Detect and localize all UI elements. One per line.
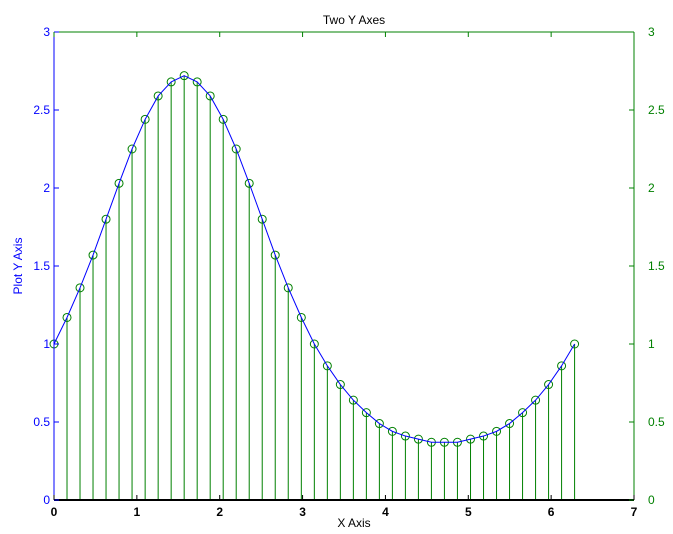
stem-marker: [114, 178, 124, 188]
stem-marker: [75, 283, 85, 293]
left-y-tick-label: 3: [43, 25, 50, 39]
left-y-tick-label: 0.5: [33, 415, 50, 429]
line-series-layer: [53, 75, 576, 443]
stem-marker: [62, 312, 72, 322]
left-y-tick-label: 1.5: [33, 259, 50, 273]
left-y-axis-label: Plot Y Axis: [11, 238, 25, 295]
x-tick-label: 1: [134, 505, 141, 519]
stem-marker: [283, 283, 293, 293]
line-series: [53, 75, 576, 443]
stem-marker: [192, 77, 202, 87]
x-tick-label: 7: [631, 505, 638, 519]
stem-marker: [101, 214, 111, 224]
stem-marker: [413, 434, 423, 444]
stem-marker: [466, 434, 476, 444]
right-y-tick-label: 2.5: [648, 103, 665, 117]
stem-marker: [166, 77, 176, 87]
x-tick-label: 5: [465, 505, 472, 519]
stem-marker: [518, 408, 528, 418]
stem-marker: [296, 312, 306, 322]
left-y-tick-label: 0: [43, 493, 50, 507]
x-tick-label: 4: [382, 505, 389, 519]
right-y-tick-label: 0.5: [648, 415, 665, 429]
stem-marker: [387, 426, 397, 436]
right-y-tick-label: 3: [648, 25, 655, 39]
right-y-tick-label: 2: [648, 181, 655, 195]
stem-marker: [492, 426, 502, 436]
left-y-tick-label: 2: [43, 181, 50, 195]
stem-marker: [244, 178, 254, 188]
axes-layer: 0 00.5 0.51 11.5 1.52 22.5 2.53 30 1 2 3 4 5 6 7: [33, 25, 665, 519]
stem-marker: [179, 71, 189, 81]
stem-marker: [335, 380, 345, 390]
stem-marker: [257, 214, 267, 224]
stem-marker: [348, 395, 358, 405]
right-y-tick-label: 1: [648, 337, 655, 351]
chart-title: Two Y Axes: [323, 13, 385, 27]
stem-marker: [374, 419, 384, 429]
stem-marker: [231, 144, 241, 154]
stem-marker: [270, 250, 280, 260]
x-tick-label: 2: [216, 505, 223, 519]
stem-marker: [88, 250, 98, 260]
stem-marker: [479, 431, 489, 441]
left-y-tick-label: 1: [43, 337, 50, 351]
stem-marker: [153, 91, 163, 101]
stem-marker: [531, 395, 541, 405]
stem-marker: [322, 361, 332, 371]
stem-marker: [570, 339, 580, 349]
stem-marker: [218, 114, 228, 124]
left-y-tick-label: 2.5: [33, 103, 50, 117]
x-tick-label: 3: [299, 505, 306, 519]
stem-marker: [309, 339, 319, 349]
stem-marker: [400, 431, 410, 441]
x-axis-label: X Axis: [337, 516, 370, 530]
stem-marker: [127, 144, 137, 154]
right-y-tick-label: 0: [648, 493, 655, 507]
stem-marker: [505, 419, 515, 429]
stem-marker: [205, 91, 215, 101]
stem-marker: [544, 380, 554, 390]
x-tick-label: 6: [548, 505, 555, 519]
stem-marker: [557, 361, 567, 371]
right-y-tick-label: 1.5: [648, 259, 665, 273]
stem-marker: [361, 408, 371, 418]
x-tick-label: 0: [51, 505, 58, 519]
stem-series-layer: [49, 71, 580, 500]
stem-marker: [140, 114, 150, 124]
